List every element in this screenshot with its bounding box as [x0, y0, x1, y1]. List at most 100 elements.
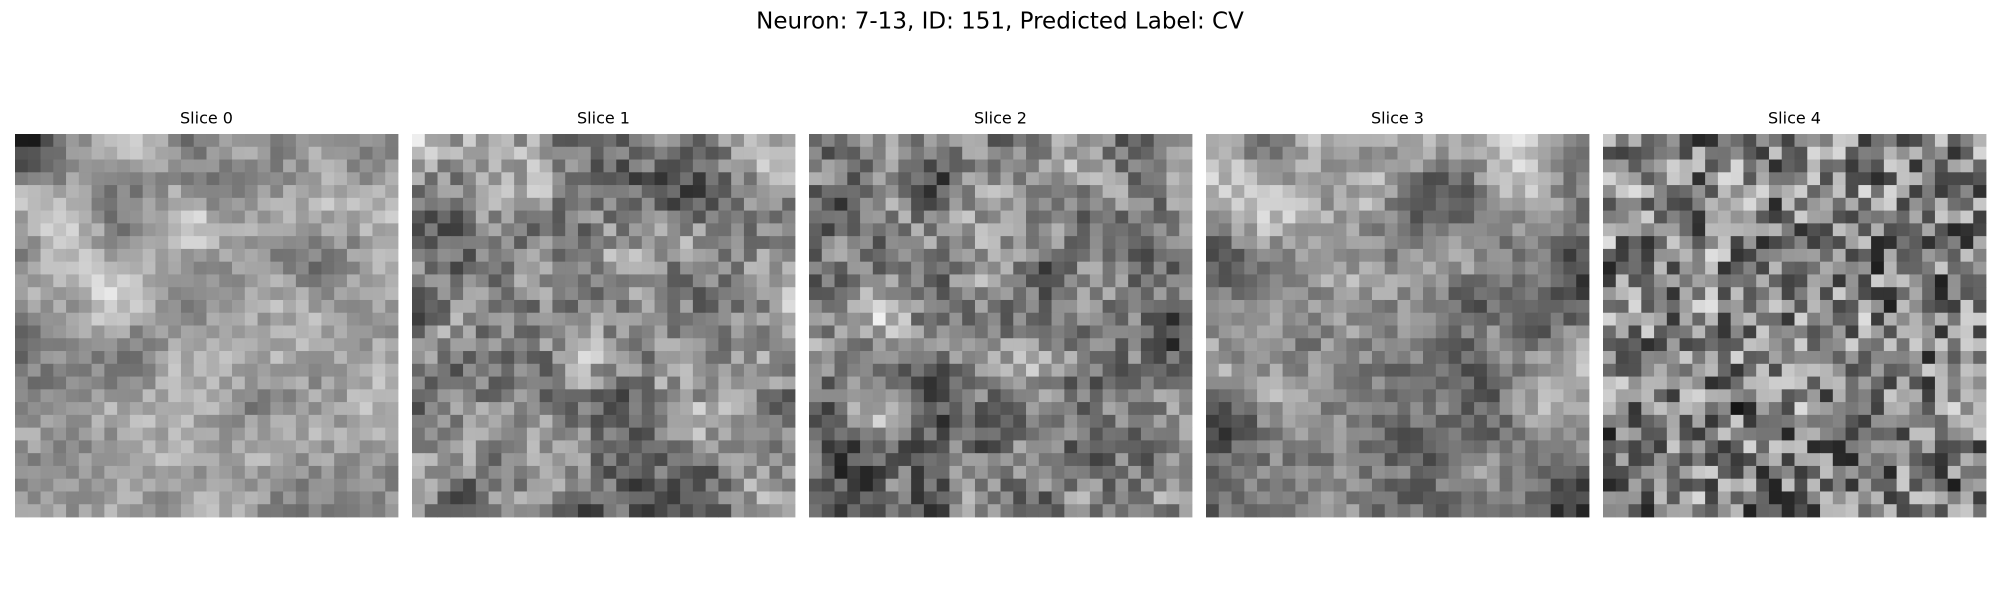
pixel	[1960, 491, 1974, 505]
pixel	[346, 299, 361, 314]
pixel	[1346, 248, 1360, 263]
pixel	[680, 363, 694, 377]
pixel	[1973, 427, 1987, 441]
pixel	[949, 261, 963, 275]
pixel	[654, 351, 668, 365]
pixel	[437, 299, 451, 314]
pixel	[475, 274, 489, 288]
pixel	[1410, 363, 1424, 377]
pixel	[936, 236, 950, 250]
pixel	[911, 287, 925, 301]
pixel	[424, 414, 438, 429]
pixel	[1576, 465, 1590, 480]
pixel	[1448, 185, 1462, 199]
pixel	[1397, 427, 1411, 441]
pixel	[1128, 376, 1142, 390]
pixel	[91, 325, 105, 339]
pixel	[1166, 453, 1180, 467]
pixel	[782, 363, 796, 377]
pixel	[219, 338, 233, 352]
pixel	[1537, 325, 1552, 339]
pixel	[1474, 185, 1488, 199]
pixel	[577, 159, 592, 173]
pixel	[1051, 453, 1065, 467]
pixel	[1794, 414, 1808, 429]
pixel	[1909, 172, 1923, 186]
pixel	[424, 363, 438, 377]
pixel	[1089, 453, 1104, 467]
pixel	[539, 159, 553, 173]
pixel	[1384, 376, 1398, 390]
pixel	[565, 338, 579, 352]
pixel	[104, 478, 118, 492]
pixel	[53, 427, 67, 441]
pixel	[923, 172, 938, 186]
pixel	[283, 134, 297, 148]
pixel	[1153, 299, 1167, 314]
pixel	[1051, 414, 1065, 429]
pixel	[1641, 134, 1655, 148]
pixel	[475, 134, 489, 148]
pixel	[1960, 440, 1974, 454]
pixel	[168, 465, 182, 480]
pixel	[718, 197, 732, 211]
pixel	[1947, 465, 1961, 480]
pixel	[1756, 402, 1770, 416]
pixel	[270, 248, 284, 263]
pixel	[1013, 261, 1027, 275]
pixel	[270, 312, 284, 326]
pixel	[1768, 453, 1783, 467]
pixel	[1051, 134, 1065, 148]
pixel	[1768, 363, 1783, 377]
pixel	[885, 440, 899, 454]
pixel	[168, 402, 182, 416]
pixel	[1512, 287, 1526, 301]
pixel	[334, 325, 348, 339]
pixel	[898, 223, 912, 237]
pixel	[155, 351, 169, 365]
pixel	[27, 197, 41, 211]
pixel	[552, 402, 566, 416]
pixel	[756, 478, 770, 492]
pixel	[629, 414, 643, 429]
pixel	[1244, 261, 1258, 275]
pixel	[1666, 414, 1680, 429]
pixel	[1679, 159, 1693, 173]
pixel	[142, 223, 156, 237]
pixel	[1448, 236, 1462, 250]
pixel	[1077, 491, 1091, 505]
pixel	[1244, 159, 1258, 173]
pixel	[1346, 172, 1360, 186]
pixel	[782, 312, 796, 326]
pixel	[1333, 389, 1347, 403]
pixel	[834, 389, 848, 403]
pixel	[1448, 491, 1462, 505]
pixel	[1206, 453, 1220, 467]
pixel	[782, 261, 796, 275]
pixel	[1730, 440, 1744, 454]
pixel	[577, 440, 592, 454]
pixel	[1282, 172, 1296, 186]
pixel	[885, 491, 899, 505]
pixel	[1295, 299, 1309, 314]
pixel	[629, 261, 643, 275]
pixel	[334, 261, 348, 275]
pixel	[1397, 223, 1411, 237]
pixel	[680, 504, 694, 518]
pixel	[1756, 185, 1770, 199]
pixel	[1295, 223, 1309, 237]
pixel	[91, 414, 105, 429]
pixel	[743, 312, 758, 326]
pixel	[308, 223, 322, 237]
pixel	[66, 299, 80, 314]
pixel	[731, 261, 745, 275]
pixel	[872, 427, 886, 441]
pixel	[1231, 223, 1245, 237]
pixel	[1807, 389, 1821, 403]
pixel	[898, 453, 912, 467]
pixel	[565, 504, 579, 518]
pixel	[1615, 312, 1629, 326]
pixel	[1909, 287, 1923, 301]
pixel	[1781, 402, 1795, 416]
pixel	[1717, 414, 1732, 429]
